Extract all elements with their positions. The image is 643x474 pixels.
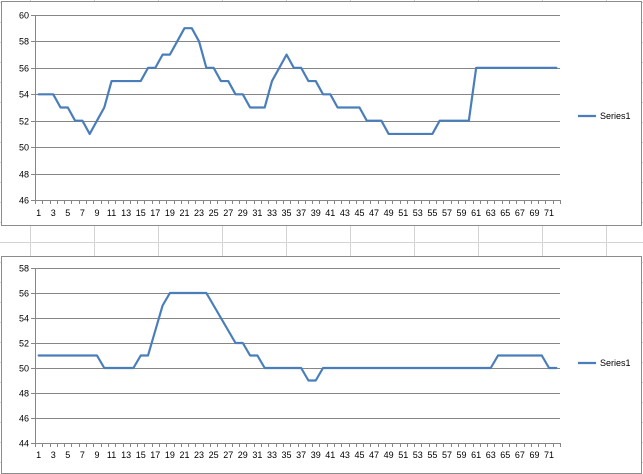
chart-bottom-x-tick-label: 69 <box>529 450 539 460</box>
chart-top-y-tick-label: 52 <box>19 117 29 127</box>
chart-top-series-line[interactable] <box>37 27 558 136</box>
chart-bottom-x-tick-label: 1 <box>36 450 41 460</box>
chart-bottom-x-tick-label: 49 <box>384 450 394 460</box>
chart-top-y-tick-label: 50 <box>19 143 29 153</box>
chart-top-x-tick-label: 7 <box>80 208 85 218</box>
chart-bottom-x-tick-label: 51 <box>398 450 408 460</box>
chart-top-x-tick-label: 63 <box>486 208 496 218</box>
chart-top-x-tick-label: 67 <box>515 208 525 218</box>
chart-top-x-tick-label: 13 <box>121 208 131 218</box>
chart-bottom-y-tick-label: 50 <box>19 364 29 374</box>
chart-bottom-x-tick-label: 27 <box>223 450 233 460</box>
chart-bottom-x-tick-label: 45 <box>354 450 364 460</box>
chart-bottom-x-tick-label: 15 <box>136 450 146 460</box>
chart-bottom-x-tick-label: 57 <box>442 450 452 460</box>
chart-bottom-x-tick-label: 43 <box>340 450 350 460</box>
chart-top-x-tick-label: 55 <box>427 208 437 218</box>
chart-bottom-x-tick-label: 19 <box>165 450 175 460</box>
chart-top-x-tick-label: 65 <box>500 208 510 218</box>
chart-top-x-tick-label: 53 <box>413 208 423 218</box>
chart-top-x-tick-label: 31 <box>252 208 262 218</box>
chart-bottom-x-tick-label: 65 <box>500 450 510 460</box>
chart-top-x-tick-label: 29 <box>238 208 248 218</box>
chart-top-x-tick-label: 3 <box>51 208 56 218</box>
chart-top-y-tick-label: 54 <box>19 90 29 100</box>
chart-bottom-x-tick-label: 59 <box>457 450 467 460</box>
chart-bottom-x-tick-label: 67 <box>515 450 525 460</box>
chart-top-x-tick-label: 19 <box>165 208 175 218</box>
chart-top-x-tick-label: 43 <box>340 208 350 218</box>
chart-top-x-tick-label: 23 <box>194 208 204 218</box>
chart-top-y-tick-label: 60 <box>19 11 29 21</box>
chart-bottom-y-tick-label: 58 <box>19 264 29 274</box>
chart-top[interactable]: 46 48 50 52 54 56 58 60 1 3 5 7 9 11 13 15 17 19 21 23 25 27 2… <box>1 1 642 226</box>
chart-bottom[interactable]: 44 46 48 50 52 54 56 58 1 3 5 7 9 11 13 15 17 19 21 23 25 27 2… <box>1 256 642 474</box>
chart-bottom-x-tick-label: 7 <box>80 450 85 460</box>
chart-bottom-x-tick-label: 33 <box>267 450 277 460</box>
chart-top-x-tick-label: 37 <box>296 208 306 218</box>
chart-bottom-series-line[interactable] <box>37 291 558 382</box>
chart-top-y-tick-label: 58 <box>19 37 29 47</box>
chart-bottom-x-tick-label: 53 <box>413 450 423 460</box>
chart-top-x-tick-label: 49 <box>384 208 394 218</box>
chart-bottom-y-tick-label: 48 <box>19 389 29 399</box>
chart-top-x-tick-label: 15 <box>136 208 146 218</box>
chart-bottom-legend-label: Series1 <box>600 358 631 368</box>
chart-bottom-x-tick-label: 39 <box>311 450 321 460</box>
chart-top-x-tick-label: 45 <box>354 208 364 218</box>
chart-bottom-y-tick-label: 52 <box>19 339 29 349</box>
chart-bottom-x-tick-label: 25 <box>209 450 219 460</box>
chart-bottom-x-tick-label: 13 <box>121 450 131 460</box>
chart-top-x-tick-label: 41 <box>325 208 335 218</box>
chart-bottom-x-tick-label: 11 <box>107 450 116 460</box>
chart-top-x-tick-label: 51 <box>398 208 408 218</box>
chart-bottom-x-tick-label: 17 <box>150 450 160 460</box>
chart-bottom-x-tick-label: 9 <box>94 450 99 460</box>
chart-bottom-x-tick-label: 37 <box>296 450 306 460</box>
chart-top-x-tick-label: 21 <box>179 208 189 218</box>
chart-top-y-tick-label: 46 <box>19 196 29 206</box>
chart-bottom-x-tick-label: 41 <box>325 450 335 460</box>
chart-bottom-x-tick-label: 23 <box>194 450 204 460</box>
chart-top-x-tick-label: 69 <box>529 208 539 218</box>
chart-bottom-x-tick-label: 63 <box>486 450 496 460</box>
chart-bottom-y-tick-label: 54 <box>19 314 29 324</box>
chart-top-x-tick-label: 25 <box>209 208 219 218</box>
chart-bottom-x-tick-label: 5 <box>65 450 70 460</box>
chart-top-x-tick-label: 47 <box>369 208 379 218</box>
chart-top-x-tick-label: 27 <box>223 208 233 218</box>
chart-top-x-tick-label: 17 <box>150 208 160 218</box>
chart-top-x-tick-label: 39 <box>311 208 321 218</box>
chart-bottom-x-tick-label: 61 <box>471 450 481 460</box>
chart-bottom-x-tick-label: 29 <box>238 450 248 460</box>
chart-top-x-tick-label: 57 <box>442 208 452 218</box>
chart-top-y-tick-label: 48 <box>19 170 29 180</box>
chart-bottom-x-tick-label: 35 <box>282 450 292 460</box>
chart-top-x-tick-label: 71 <box>544 208 554 218</box>
chart-top-x-tick-label: 33 <box>267 208 277 218</box>
chart-top-x-tick-label: 61 <box>471 208 481 218</box>
chart-top-x-tick-label: 1 <box>36 208 41 218</box>
chart-top-legend-label: Series1 <box>600 111 631 121</box>
chart-bottom-x-tick-label: 71 <box>544 450 554 460</box>
chart-bottom-x-tick-label: 55 <box>427 450 437 460</box>
chart-bottom-y-tick-label: 44 <box>19 439 29 449</box>
chart-bottom-x-tick-label: 3 <box>51 450 56 460</box>
chart-bottom-x-tick-label: 21 <box>179 450 189 460</box>
chart-top-y-tick-label: 56 <box>19 64 29 74</box>
chart-bottom-x-tick-label: 31 <box>252 450 262 460</box>
chart-bottom-y-tick-label: 46 <box>19 414 29 424</box>
chart-top-x-tick-label: 11 <box>107 208 116 218</box>
chart-bottom-y-tick-label: 56 <box>19 289 29 299</box>
chart-bottom-x-tick-label: 47 <box>369 450 379 460</box>
chart-top-x-tick-label: 5 <box>65 208 70 218</box>
chart-top-x-tick-label: 59 <box>457 208 467 218</box>
chart-top-x-tick-label: 9 <box>94 208 99 218</box>
chart-top-x-tick-label: 35 <box>282 208 292 218</box>
